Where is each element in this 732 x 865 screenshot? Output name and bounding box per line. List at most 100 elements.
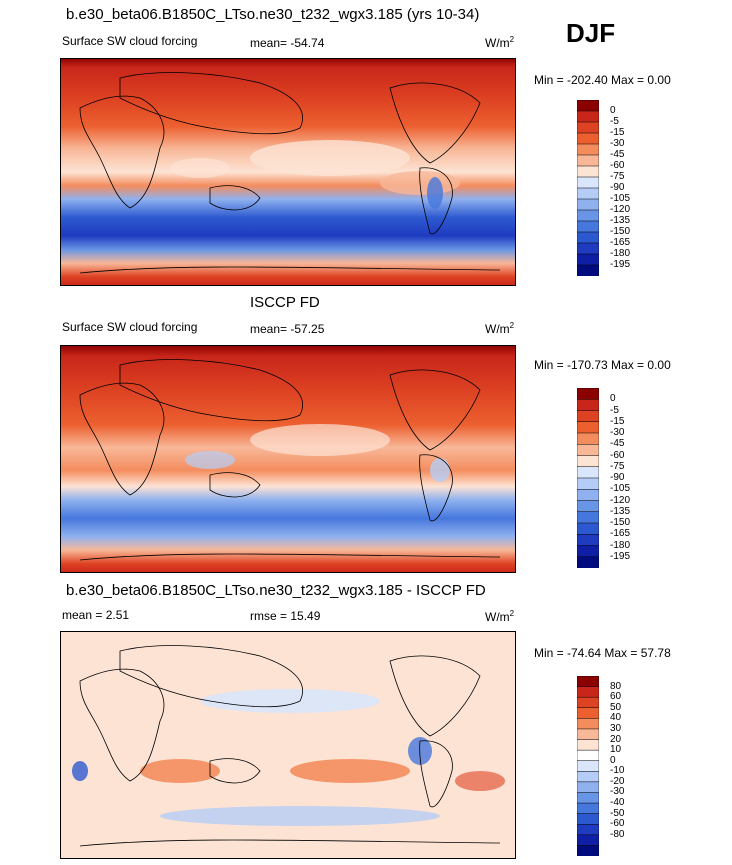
panel1-mean: mean= -54.74 (250, 36, 325, 50)
panel2-map (60, 345, 516, 573)
colorbar-label: 0 (610, 105, 616, 116)
panel2-units: W/m2 (485, 321, 515, 336)
colorbar-swatch (577, 466, 599, 479)
colorbar-label: -90 (610, 182, 625, 193)
colorbar-label: 0 (610, 393, 616, 405)
colorbar-label: 40 (610, 712, 622, 724)
colorbar-label: -165 (610, 528, 631, 540)
colorbar-swatch (577, 444, 599, 457)
panel3-units: W/m2 (485, 609, 515, 624)
colorbar-swatch (577, 511, 599, 524)
colorbar-swatch (577, 696, 599, 709)
colorbar-label: -75 (610, 460, 625, 472)
colorbar-swatch (577, 489, 599, 502)
panel3-map (60, 631, 516, 859)
colorbar-swatch (577, 143, 599, 156)
panel1-minmax: Min = -202.40 Max = 0.00 (534, 73, 671, 87)
colorbar-label: -40 (610, 797, 625, 809)
panel1-colorbar (577, 100, 599, 276)
colorbar-swatch (577, 264, 599, 276)
panel2-title: ISCCP FD (250, 294, 320, 311)
colorbar-label: -45 (610, 149, 625, 160)
colorbar-label: -15 (610, 127, 625, 138)
colorbar-swatch (577, 209, 599, 222)
panel1-units: W/m2 (485, 35, 515, 50)
colorbar-swatch (577, 834, 599, 846)
colorbar-label: -135 (610, 215, 631, 226)
colorbar-label: -150 (610, 517, 631, 528)
panel3-colorbar (577, 676, 599, 856)
colorbar-label: 20 (610, 733, 622, 745)
colorbar-label: -30 (610, 786, 625, 798)
panel3-mean: mean = 2.51 (62, 608, 130, 622)
colorbar-label: -50 (610, 807, 625, 819)
colorbar-label: -120 (610, 494, 631, 506)
colorbar-label: -75 (610, 171, 625, 182)
colorbar-label: -10 (610, 765, 625, 777)
colorbar-swatch (577, 231, 599, 244)
colorbar-swatch (577, 253, 599, 266)
colorbar-label: -180 (610, 539, 631, 551)
colorbar-label: -30 (610, 427, 625, 438)
colorbar-label: -150 (610, 226, 631, 237)
colorbar-label: 50 (610, 701, 622, 713)
colorbar-swatch (577, 813, 599, 825)
colorbar-swatch (577, 771, 599, 783)
colorbar-swatch (577, 187, 599, 200)
colorbar-swatch (577, 399, 599, 412)
colorbar-swatch (577, 477, 599, 490)
colorbar-label: -5 (610, 116, 619, 127)
panel1-map (60, 58, 516, 286)
colorbar-label: -120 (610, 204, 631, 215)
colorbar-swatch (577, 823, 599, 836)
colorbar-swatch (577, 421, 599, 434)
colorbar-swatch (577, 100, 599, 112)
panel1-variable-label: Surface SW cloud forcing (62, 34, 198, 48)
colorbar-swatch (577, 522, 599, 535)
colorbar-swatch (577, 198, 599, 211)
panel2-coastlines (79, 359, 501, 561)
colorbar-swatch (577, 845, 599, 856)
colorbar-swatch (577, 455, 599, 468)
panel3-title: b.e30_beta06.B1850C_LTso.ne30_t232_wgx3.… (66, 582, 486, 599)
colorbar-swatch (577, 410, 599, 423)
colorbar-label: -20 (610, 775, 625, 787)
colorbar-label: -45 (610, 438, 625, 450)
colorbar-swatch (577, 154, 599, 167)
colorbar-swatch (577, 739, 599, 751)
panel3-rmse: rmse = 15.49 (250, 609, 321, 623)
colorbar-swatch (577, 176, 599, 189)
colorbar-label: -165 (610, 237, 631, 248)
colorbar-swatch (577, 760, 599, 772)
colorbar-swatch (577, 388, 599, 400)
panel2-minmax: Min = -170.73 Max = 0.00 (534, 358, 671, 372)
colorbar-swatch (577, 220, 599, 233)
colorbar-label: -60 (610, 160, 625, 171)
colorbar-label: -90 (610, 472, 625, 483)
colorbar-label: -195 (610, 259, 631, 270)
colorbar-label: -105 (610, 483, 631, 495)
colorbar-swatch (577, 242, 599, 255)
panel2-mean: mean= -57.25 (250, 322, 325, 336)
colorbar-swatch (577, 749, 599, 762)
panel1-title: b.e30_beta06.B1850C_LTso.ne30_t232_wgx3.… (66, 6, 480, 23)
colorbar-swatch (577, 110, 599, 123)
colorbar-swatch (577, 556, 599, 568)
colorbar-label: -30 (610, 138, 625, 149)
colorbar-label: -5 (610, 404, 619, 416)
colorbar-label: -180 (610, 248, 631, 259)
panel3-coastlines (79, 645, 501, 847)
panel2-variable-label: Surface SW cloud forcing (62, 320, 198, 334)
colorbar-label: -105 (610, 193, 631, 204)
colorbar-label: -60 (610, 449, 625, 461)
colorbar-swatch (577, 728, 599, 741)
colorbar-label: -195 (610, 550, 631, 562)
colorbar-swatch (577, 132, 599, 145)
panel2-colorbar (577, 388, 599, 568)
colorbar-label: 10 (610, 744, 622, 756)
panel3-minmax: Min = -74.64 Max = 57.78 (534, 646, 671, 660)
colorbar-swatch (577, 802, 599, 815)
colorbar-swatch (577, 718, 599, 730)
season-label: DJF (566, 18, 616, 48)
colorbar-label: 60 (610, 691, 622, 703)
